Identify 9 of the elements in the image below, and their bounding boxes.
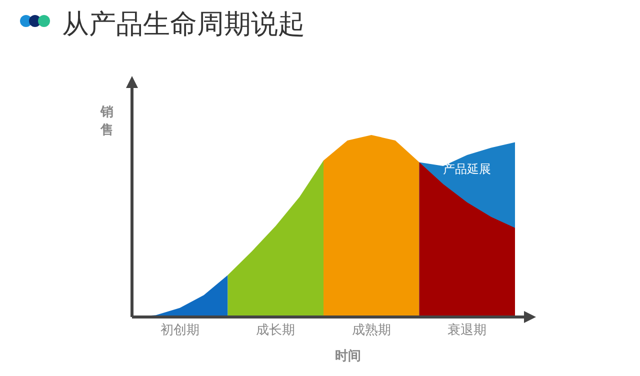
plot: 产品延展 xyxy=(132,135,515,317)
text: 成长期 xyxy=(256,323,296,338)
text: 衰退期 xyxy=(448,323,487,338)
series-label: 产品延展 xyxy=(443,162,492,176)
text: 成熟期 xyxy=(352,323,391,338)
chart-title: 从产品生命周期说起 xyxy=(62,9,305,40)
y-axis-title: 销售 xyxy=(100,105,114,138)
text: 初创期 xyxy=(160,323,200,338)
x-axis-title: 时间 xyxy=(335,349,361,364)
